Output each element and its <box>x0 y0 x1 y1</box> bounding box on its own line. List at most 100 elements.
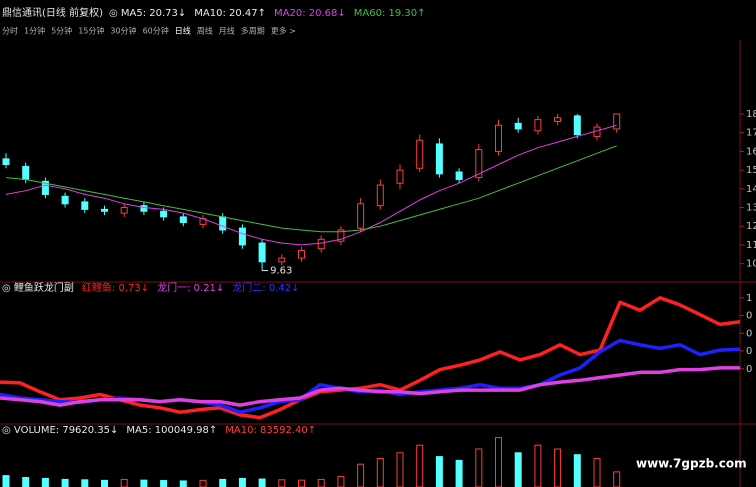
candle-body <box>455 171 463 180</box>
candle-body <box>534 119 542 132</box>
volume-bar <box>2 475 10 487</box>
volume-bar <box>298 479 305 487</box>
chart-title: 鼎信通讯(日线 前复权) <box>2 6 103 19</box>
candle-body <box>101 208 108 212</box>
volume-bar <box>396 452 404 487</box>
volume-bar <box>534 444 542 487</box>
volume-bar <box>179 480 187 487</box>
volume-bar <box>376 458 384 487</box>
period-tab[interactable]: 分时 <box>2 26 18 36</box>
volume-bar <box>613 471 621 487</box>
volume-bar <box>554 448 562 487</box>
low-label: 9.63 <box>270 266 292 277</box>
volume-bar <box>337 476 345 487</box>
candle-body <box>298 250 305 259</box>
legend-item: ◎ 鲤鱼跃龙门副 <box>2 281 74 294</box>
y-tick-label: 15 <box>746 165 756 176</box>
candle-body <box>120 207 128 214</box>
candle-body <box>357 203 365 229</box>
volume-bar <box>22 477 30 487</box>
y-tick-label: 1 <box>746 293 752 304</box>
period-tab[interactable]: 月线 <box>219 26 235 36</box>
legend-item: 龙门二: 0.42↓ <box>232 281 299 294</box>
candle-body <box>179 216 187 223</box>
candle-body <box>317 238 325 250</box>
indicator-line <box>0 366 740 407</box>
candle-body <box>376 184 384 207</box>
period-tab[interactable]: 30分钟 <box>110 26 136 36</box>
volume-bar <box>219 478 227 487</box>
legend-item: MA10: 83592.40↑ <box>225 425 316 436</box>
candle-body <box>613 113 621 130</box>
volume-bar <box>435 456 443 487</box>
legend-item: 红鲤鱼: 0.73↓ <box>82 281 149 294</box>
candle-body <box>258 242 266 263</box>
volume-bar <box>495 437 502 487</box>
period-tab[interactable]: 更多 > <box>271 26 296 36</box>
candle-body <box>81 201 89 210</box>
candle-body <box>475 149 483 179</box>
watermark: www.7gpzb.com <box>636 457 747 471</box>
y-tick-label: 0 <box>746 328 752 339</box>
period-tab[interactable]: 多周期 <box>241 26 265 36</box>
period-tab[interactable]: 15分钟 <box>78 26 104 36</box>
y-tick-label: 16 <box>746 146 756 157</box>
legend-item: MA60: 19.30↑ <box>354 8 426 19</box>
candle-body <box>160 210 168 218</box>
candle-body <box>2 158 10 166</box>
volume-bar <box>238 477 246 487</box>
period-tab[interactable]: 1分钟 <box>24 26 45 36</box>
volume-bar <box>416 444 424 487</box>
volume-bar <box>514 452 522 487</box>
volume-bar <box>120 478 128 487</box>
y-tick-label: 11 <box>746 240 756 251</box>
volume-bar <box>61 478 69 487</box>
period-tab[interactable]: 5分钟 <box>51 26 72 36</box>
volume-bar <box>140 479 148 487</box>
volume-bar <box>41 477 49 487</box>
period-tab[interactable]: 周线 <box>197 26 213 36</box>
volume-bar <box>475 448 483 487</box>
volume-bar <box>101 479 108 487</box>
candle-body <box>396 169 404 184</box>
candle-body <box>337 229 345 242</box>
volume-bar <box>317 478 325 487</box>
volume-bar <box>278 479 286 487</box>
candle-body <box>140 205 148 212</box>
y-tick-label: 12 <box>746 221 756 232</box>
candle-body <box>278 257 286 263</box>
y-tick-label: 17 <box>746 128 756 139</box>
period-tab[interactable]: 60分钟 <box>143 26 169 36</box>
volume-bar <box>573 454 581 487</box>
volume-bar <box>357 463 365 487</box>
ma-line <box>5 145 617 233</box>
candle-body <box>22 165 30 180</box>
candle-body <box>435 143 443 175</box>
candle-body <box>554 117 562 122</box>
plot: 9.63 <box>0 113 740 487</box>
candle-body <box>61 195 69 205</box>
volume-bar <box>81 479 89 487</box>
legend-item: MA5: 100049.98↑ <box>126 425 217 436</box>
y-tick-label: 0 <box>746 311 752 322</box>
candle-body <box>41 180 49 195</box>
y-tick-label: 0 <box>746 346 752 357</box>
candle-body <box>514 122 522 130</box>
y-tick-label: 13 <box>746 203 756 214</box>
volume-bar <box>455 459 463 487</box>
volume-bar <box>593 458 601 487</box>
legend-item: 龙门一: 0.21↓ <box>157 281 224 294</box>
candle-body <box>219 216 227 231</box>
legend-item: ◎ MA5: 20.73↓ <box>109 8 186 19</box>
y-tick-label: 14 <box>746 184 756 195</box>
legend-item: MA20: 20.68↓ <box>274 8 346 19</box>
volume-bar <box>160 480 168 487</box>
period-tab[interactable]: 日线 <box>175 26 191 36</box>
volume-bar <box>258 478 266 487</box>
candle-body <box>573 115 581 136</box>
y-tick-label: 0 <box>746 364 752 375</box>
candle-body <box>495 124 502 152</box>
candle-body <box>416 139 424 169</box>
